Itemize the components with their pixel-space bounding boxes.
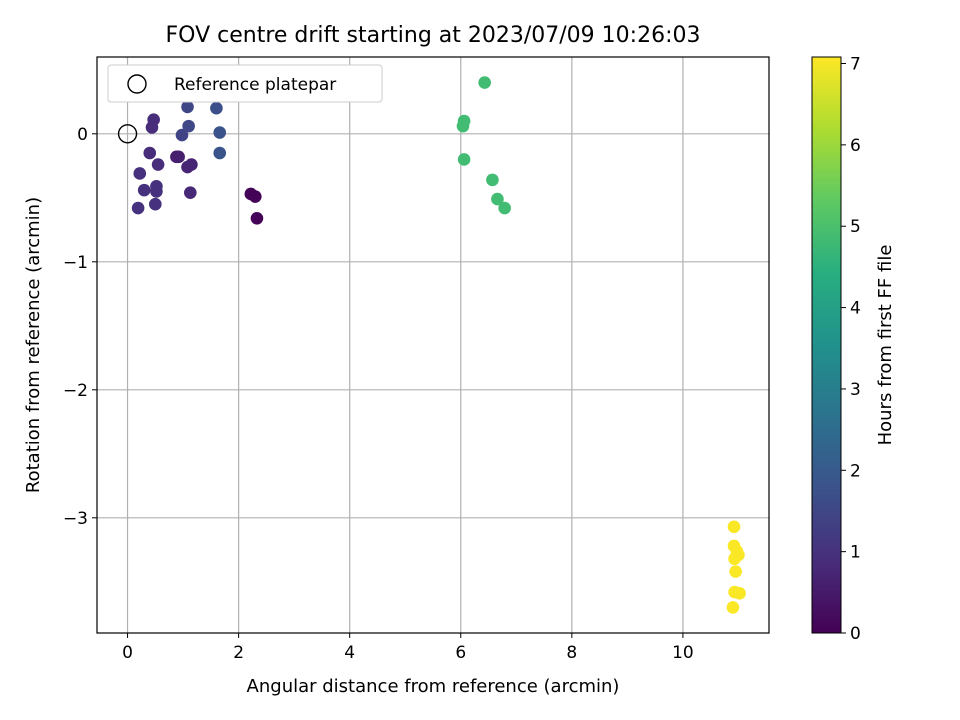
scatter-point <box>133 167 147 180</box>
x-tick-label: 10 <box>672 643 694 663</box>
plot-frame <box>96 56 770 634</box>
colorbar-gradient <box>811 56 842 634</box>
scatter-point <box>131 201 145 215</box>
colorbar-tick-label: 4 <box>850 299 861 319</box>
y-tick-label: −3 <box>63 509 88 529</box>
scatter-point <box>143 146 157 160</box>
data-points <box>131 76 746 614</box>
scatter-point <box>172 150 185 164</box>
scatter-point <box>137 183 151 197</box>
scatter-point <box>726 601 740 614</box>
reference-marker <box>117 124 138 144</box>
scatter-point <box>498 201 511 215</box>
scatter-point <box>182 119 195 133</box>
x-axis-label: Angular distance from reference (arcmin) <box>247 676 620 697</box>
scatter-point <box>248 190 262 203</box>
scatter-point <box>145 121 159 134</box>
scatter-point <box>213 126 227 139</box>
y-tick-label: 0 <box>77 125 88 145</box>
scatter-point <box>184 186 197 199</box>
grid <box>97 57 769 633</box>
y-tick-label: −2 <box>63 381 88 401</box>
scatter-point <box>729 565 742 578</box>
scatter-point <box>478 76 491 89</box>
scatter-point <box>175 128 189 142</box>
scatter-point <box>457 153 471 166</box>
scatter-point <box>727 520 741 534</box>
x-tick-label: 8 <box>566 643 577 663</box>
scatter-point <box>150 185 163 198</box>
scatter-point <box>733 587 746 600</box>
axis-ticks: 0 2 4 6 8 10 −3 −2 −1 0 <box>63 125 694 663</box>
scatter-point <box>210 101 223 115</box>
scatter-point <box>250 211 264 225</box>
colorbar-label: Hours from first FF file <box>875 245 896 446</box>
scatter-point <box>181 100 194 114</box>
colorbar-tick-label: 1 <box>850 543 861 563</box>
legend: Reference platepar <box>107 64 383 103</box>
y-axis-label: Rotation from reference (arcmin) <box>23 197 44 493</box>
x-tick-label: 6 <box>455 643 466 663</box>
x-tick-label: 4 <box>344 643 355 663</box>
x-tick-label: 0 <box>122 643 133 663</box>
legend-label: Reference platepar <box>174 75 336 95</box>
colorbar-tick-label: 6 <box>850 136 861 156</box>
colorbar-tick-label: 0 <box>850 624 861 644</box>
x-tick-label: 2 <box>233 643 244 663</box>
y-tick-label: −1 <box>63 253 88 273</box>
chart-title: FOV centre drift starting at 2023/07/09 … <box>166 23 701 48</box>
colorbar-tick-label: 5 <box>850 217 861 237</box>
scatter-point <box>151 158 165 171</box>
colorbar-ticks: 0 1 2 3 4 5 6 7 <box>841 55 861 644</box>
legend-box <box>107 64 383 103</box>
scatter-point <box>728 552 741 566</box>
scatter-point <box>491 192 504 206</box>
legend-marker <box>127 74 147 94</box>
colorbar-tick-label: 2 <box>850 461 861 481</box>
scatter-point <box>486 173 499 187</box>
colorbar: 0 1 2 3 4 5 6 7 Hours from first FF file <box>811 55 896 644</box>
scatter-point <box>456 119 470 133</box>
colorbar-tick-label: 7 <box>850 55 861 75</box>
scatter-point <box>185 158 198 171</box>
colorbar-tick-label: 3 <box>850 380 861 400</box>
scatter-point <box>149 197 162 211</box>
scatter-point <box>213 146 227 160</box>
